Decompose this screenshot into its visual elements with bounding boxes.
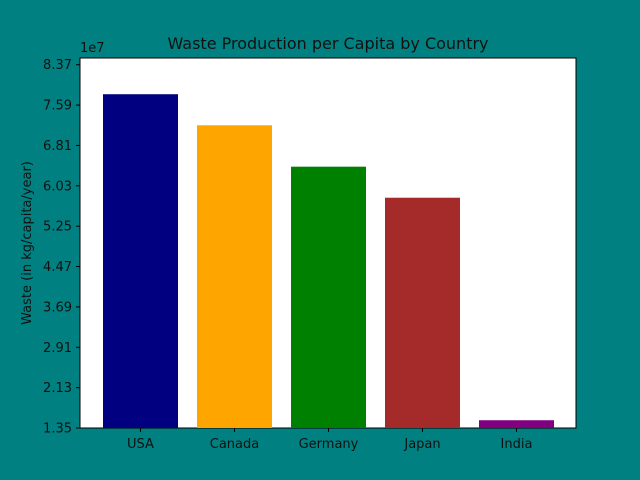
y-tick-label: 5.25	[43, 220, 72, 235]
bar-japan	[385, 197, 460, 428]
bar-india	[479, 420, 554, 428]
y-axis-title: Waste (in kg/capita/year)	[20, 161, 35, 325]
y-tick-label: 6.81	[43, 139, 72, 154]
x-tick-label-germany: Germany	[299, 437, 359, 452]
y-axis-multiplier: 1e7	[80, 41, 105, 56]
y-tick-label: 8.37	[43, 58, 72, 73]
y-tick-label: 3.69	[43, 300, 72, 315]
y-axis: 1.35 2.13 2.91 3.69 4.47 5.25 6.03 6.81 7.59 8.37	[43, 58, 80, 437]
x-tick-label-usa: USA	[127, 437, 154, 452]
x-tick-label-canada: Canada	[210, 437, 259, 452]
x-axis: USA Canada Germany Japan India	[127, 428, 532, 452]
bar-usa	[103, 94, 178, 428]
y-tick-label: 4.47	[43, 260, 72, 275]
x-tick-label-india: India	[501, 437, 533, 452]
y-tick-label: 6.03	[43, 179, 72, 194]
y-tick-label: 2.91	[43, 341, 72, 356]
bar-germany	[291, 166, 366, 428]
y-tick-label: 1.35	[43, 422, 72, 437]
bars-layer	[103, 94, 554, 428]
x-tick-label-japan: Japan	[403, 437, 440, 452]
y-tick-label: 2.13	[43, 381, 72, 396]
bar-canada	[197, 125, 272, 428]
chart-title: Waste Production per Capita by Country	[167, 34, 488, 53]
y-tick-label: 7.59	[43, 99, 72, 114]
